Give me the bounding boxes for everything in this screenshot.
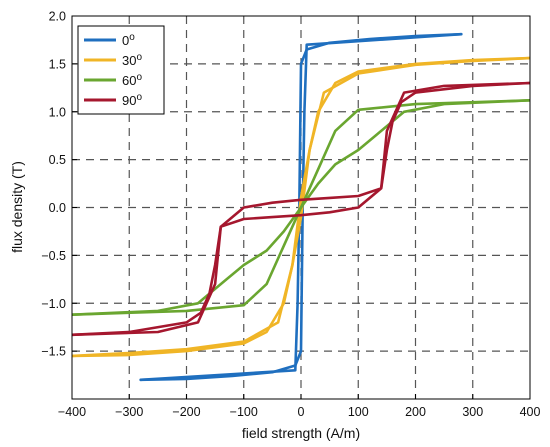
x-tick-label: 100 — [348, 405, 369, 419]
series-0-upper-branch — [139, 32, 463, 382]
x-tick-label: 0 — [298, 405, 305, 419]
x-tick-label: −400 — [58, 405, 86, 419]
series-2-lower-branch — [72, 99, 530, 316]
x-tick-label: −300 — [115, 405, 143, 419]
legend-entry-label: 30o — [122, 52, 142, 68]
y-tick-label: −1.5 — [41, 345, 66, 359]
x-tick-label: 200 — [405, 405, 426, 419]
legend-entry-value: 0 — [122, 33, 129, 48]
legend-entry-value: 90 — [122, 93, 136, 108]
legend-entry-value: 30 — [122, 53, 136, 68]
y-tick-label: −0.5 — [41, 249, 66, 263]
series-1-lower-branch — [72, 56, 530, 358]
legend-degree-sup: o — [136, 92, 142, 103]
x-tick-label: 300 — [462, 405, 483, 419]
y-tick-label: 0.5 — [49, 153, 66, 167]
legend-entry-label: 0o — [122, 32, 135, 48]
x-axis-ticks: −400 −300 −200 −100 0 100 200 300 400 — [58, 394, 541, 419]
legend-degree-sup: o — [136, 52, 142, 63]
y-axis-label: flux density (T) — [9, 161, 25, 253]
y-tick-label: 1.0 — [49, 105, 66, 119]
x-axis-label: field strength (A/m) — [242, 425, 360, 441]
y-tick-label: 0.0 — [49, 201, 66, 215]
legend-entry-value: 60 — [122, 73, 136, 88]
legend-entry-label: 90o — [122, 92, 142, 108]
y-tick-label: 1.5 — [49, 57, 66, 71]
y-tick-label: 2.0 — [49, 10, 66, 24]
series-3-lower-branch — [72, 81, 530, 337]
x-tick-label: 400 — [520, 405, 541, 419]
series-2-upper-branch — [72, 99, 530, 316]
curves-layer — [72, 32, 530, 382]
series-3-upper-branch — [72, 81, 530, 337]
y-axis-ticks: −1.5 −1.0 −0.5 0.0 0.5 1.0 1.5 2.0 — [41, 10, 77, 359]
legend-entry-label: 60o — [122, 72, 142, 88]
x-tick-label: −200 — [172, 405, 200, 419]
x-tick-label: −100 — [230, 405, 258, 419]
legend-degree-sup: o — [129, 32, 135, 43]
y-tick-label: −1.0 — [41, 297, 66, 311]
legend-degree-sup: o — [136, 72, 142, 83]
series-0-lower-branch — [139, 32, 463, 382]
